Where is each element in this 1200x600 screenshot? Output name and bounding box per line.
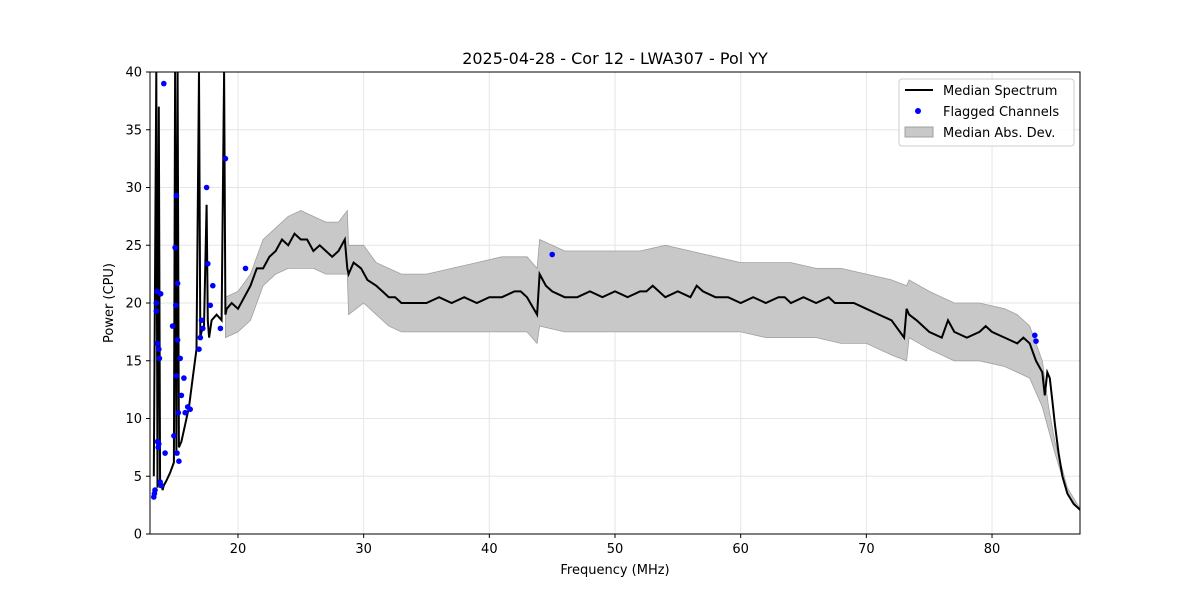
plot-area [151,72,1080,512]
flagged-point [200,325,206,332]
flagged-point [173,302,179,309]
flagged-point [173,373,180,379]
y-tick-label: 0 [134,528,142,543]
flagged-point [205,260,211,267]
flagged-point [549,251,555,258]
y-tick-label: 30 [125,181,142,196]
flagged-point [156,441,162,447]
flagged-point [178,392,185,399]
x-axis-label: Frequency (MHz) [560,563,669,578]
flagged-point [161,80,167,87]
legend-mad-label: Median Abs. Dev. [943,126,1055,141]
x-tick-label: 80 [984,542,1001,557]
y-tick-label: 35 [125,123,142,138]
x-tick-label: 50 [607,542,624,557]
flagged-point [197,334,204,341]
chart-title: 2025-04-28 - Cor 12 - LWA307 - Pol YY [462,49,768,68]
mad-band [225,209,1080,512]
x-tick-label: 60 [732,542,749,557]
x-tick-label: 20 [230,542,247,557]
flagged-point [177,355,183,362]
legend-frame [898,78,1075,147]
legend-mad-swatch [904,126,934,138]
flagged-point [158,482,165,489]
flagged-point [207,302,214,309]
legend-flagged-swatch [915,108,921,114]
y-tick-label: 25 [125,239,142,254]
flagged-point [196,346,202,353]
flagged-point [171,433,177,439]
x-tick-label: 40 [481,542,498,557]
flagged-point [172,244,178,251]
x-tick-label: 30 [355,542,372,557]
flagged-point [203,184,210,191]
flagged-point [217,325,224,332]
flagged-point [156,355,163,362]
legend: Median Spectrum Flagged Channels Median … [898,78,1075,147]
flagged-point [169,323,176,329]
flagged-point [176,458,182,465]
flagged-point [174,280,181,287]
y-tick-label: 15 [125,354,142,369]
y-axis-label: Power (CPU) [102,263,117,343]
axis-ticks: 20 30 40 50 60 70 80 0 5 10 15 20 25 30 35 40 [125,66,1000,558]
flagged-point [156,346,162,353]
y-tick-label: 5 [134,470,142,485]
flagged-point [1033,338,1039,344]
flagged-point [242,265,249,272]
flagged-point [153,308,160,314]
flagged-point [181,375,187,381]
flagged-point [157,291,164,297]
flagged-point [174,450,180,456]
flagged-point [162,450,168,456]
flagged-point [182,409,188,416]
y-tick-label: 40 [125,66,142,81]
flagged-point [187,406,193,413]
flagged-point [174,337,181,343]
legend-median-label: Median Spectrum [943,84,1057,99]
legend-flagged-label: Flagged Channels [943,105,1059,120]
flagged-point [173,192,180,199]
y-tick-label: 20 [125,297,142,312]
flagged-point [175,409,182,416]
flagged-point [210,282,216,289]
y-tick-label: 10 [125,412,142,427]
flagged-point [222,155,229,162]
x-tick-label: 70 [858,542,875,557]
flagged-point [154,340,161,347]
flagged-point [153,300,160,306]
flagged-point [1032,332,1038,339]
flagged-point [152,487,158,493]
flagged-point [198,317,205,324]
